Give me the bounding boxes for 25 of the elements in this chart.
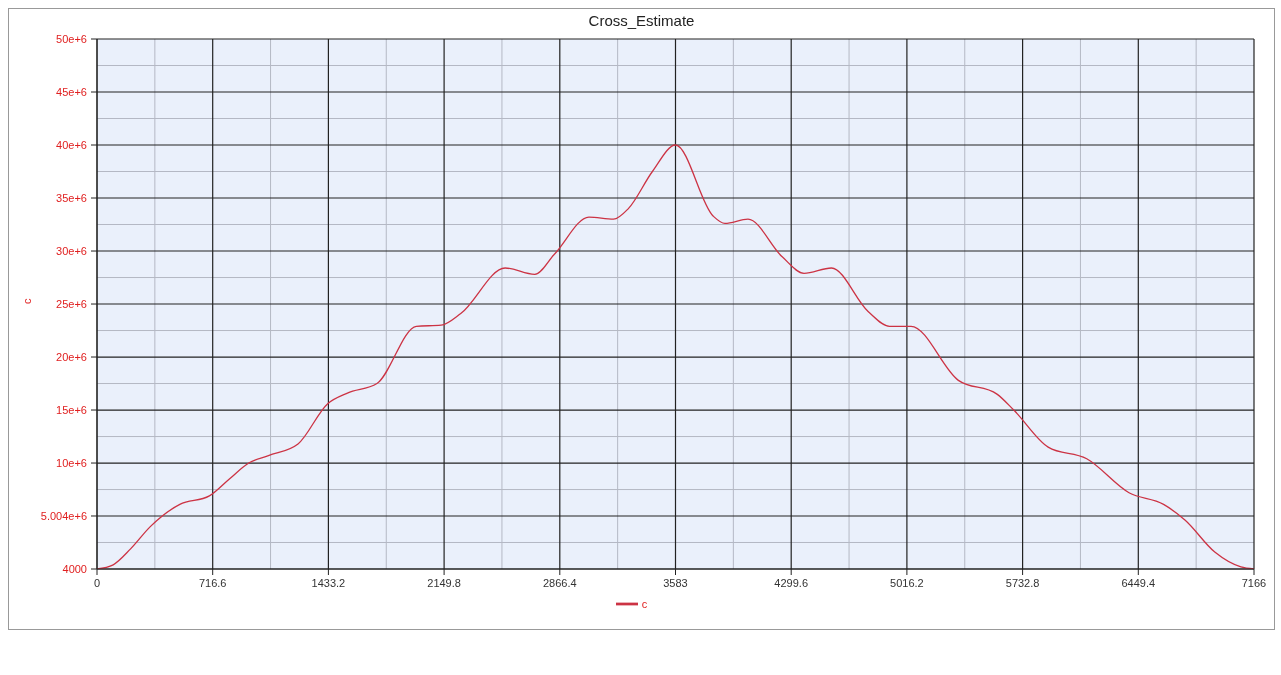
x-tick-label: 0 — [93, 577, 101, 589]
x-tick-label: 2149.8 — [427, 577, 461, 589]
x-tick-label: 5016.2 — [890, 577, 924, 589]
x-tick-label: 5732.8 — [1005, 577, 1040, 589]
y-tick-label: 20e+6 — [56, 351, 87, 364]
x-tick-label: 716.6 — [198, 577, 227, 589]
x-tick-label: 1433.2 — [311, 577, 346, 589]
y-tick-label: 4000 — [62, 563, 87, 575]
y-tick-label: 5.004e+6 — [40, 510, 87, 522]
y-tick-label: 50e+6 — [56, 33, 87, 45]
y-tick-label: 40e+6 — [56, 139, 87, 152]
legend-label: c — [641, 598, 648, 611]
x-tick-label: 2866.4 — [542, 577, 577, 589]
y-tick-label: 30e+6 — [56, 245, 87, 258]
y-tick-label: 45e+6 — [56, 86, 87, 98]
y-tick-label: 35e+6 — [56, 192, 87, 205]
x-tick-label: 6449.4 — [1121, 577, 1156, 589]
chart-title: Cross_Estimate — [587, 11, 696, 29]
x-tick-label: 3583 — [663, 577, 688, 589]
x-tick-label: 4299.6 — [774, 577, 809, 589]
x-tick-label: 7166 — [1241, 577, 1267, 589]
y-axis-title: c — [20, 298, 33, 304]
y-tick-label: 10e+6 — [56, 457, 87, 470]
y-tick-label: 15e+6 — [56, 404, 87, 417]
y-tick-label: 25e+6 — [56, 298, 87, 311]
